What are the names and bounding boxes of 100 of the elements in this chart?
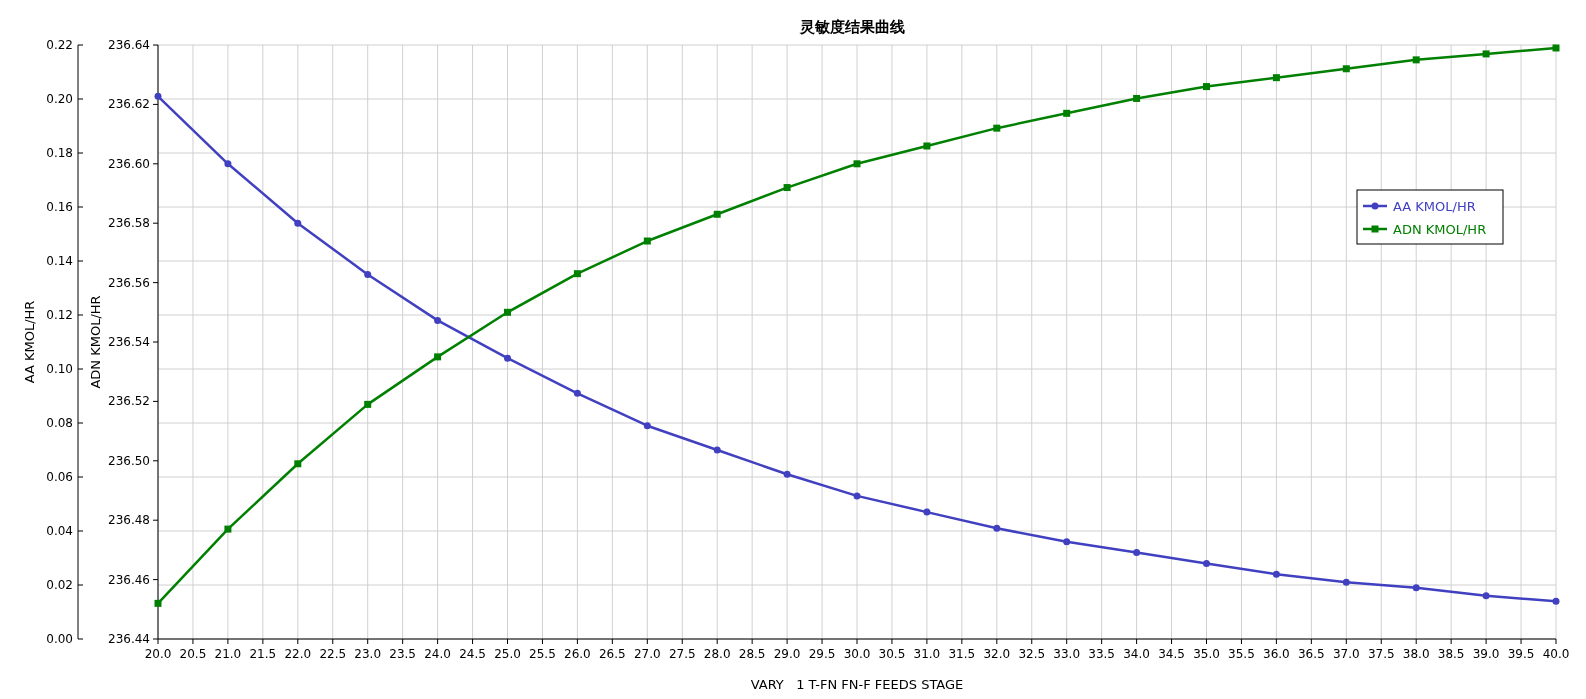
- y-tick-label: 0.16: [46, 200, 73, 214]
- point: [783, 470, 791, 478]
- x-tick-label: 20.5: [179, 647, 207, 661]
- point: [1482, 50, 1490, 58]
- x-tick-label: 21.0: [214, 647, 242, 661]
- point: [573, 270, 581, 278]
- point: [643, 237, 651, 245]
- point: [224, 160, 232, 168]
- point: [1203, 559, 1210, 567]
- point: [504, 354, 511, 362]
- point: [713, 210, 721, 218]
- point: [1133, 94, 1141, 102]
- x-tick-label: 35.5: [1228, 647, 1255, 661]
- x-tick-label: 23.0: [354, 647, 382, 661]
- x-tick-label: 28.0: [703, 647, 731, 661]
- x-tick-label: 31.0: [913, 647, 941, 661]
- x-tick-label: 38.0: [1402, 647, 1430, 661]
- point: [1272, 570, 1280, 578]
- point: [923, 142, 931, 150]
- point: [853, 160, 861, 168]
- point: [1412, 56, 1420, 64]
- point: [224, 525, 232, 533]
- point: [993, 524, 1001, 532]
- x-tick-label: 37.5: [1367, 647, 1395, 661]
- x-tick-label: 34.5: [1158, 647, 1185, 661]
- point: [154, 599, 162, 607]
- x-tick-label: 39.5: [1507, 647, 1535, 661]
- y-tick-label: 0.00: [46, 632, 73, 646]
- x-tick-label: 25.0: [494, 647, 521, 661]
- point: [434, 316, 442, 324]
- x-axis-title: VARY 1 T-FN FN-F FEEDS STAGE: [750, 677, 964, 692]
- x-tick-label: 35.0: [1193, 647, 1220, 661]
- chart-title: 灵敏度结果曲线: [798, 18, 905, 36]
- x-tick-label: 31.5: [948, 647, 976, 661]
- x-tick-label: 24.0: [424, 647, 451, 661]
- point: [294, 460, 302, 468]
- point: [923, 508, 931, 516]
- point: [1342, 578, 1350, 586]
- x-tick-label: 21.5: [249, 647, 277, 661]
- y2-tick-label: 236.48: [108, 513, 150, 528]
- point: [1412, 584, 1420, 592]
- x-tick-label: 27.5: [668, 647, 696, 661]
- x-tick-label: 39.0: [1472, 647, 1500, 661]
- point: [1203, 83, 1210, 91]
- y-tick-label: 0.14: [46, 254, 73, 268]
- x-tick-label: 22.0: [284, 647, 312, 661]
- point: [1482, 592, 1490, 600]
- point: [1133, 549, 1141, 557]
- x-tick-label: 25.5: [529, 647, 556, 661]
- x-tick-label: 33.0: [1053, 647, 1081, 661]
- y2-tick-label: 236.50: [108, 453, 150, 468]
- point: [364, 271, 372, 278]
- point: [993, 124, 1001, 132]
- x-tick-label: 36.5: [1297, 647, 1325, 661]
- y-tick-label: 0.04: [46, 524, 73, 538]
- point: [504, 308, 511, 316]
- y2-tick-label: 236.46: [108, 572, 150, 587]
- legend-label: AA KMOL/HR: [1393, 199, 1476, 214]
- x-tick-label: 30.5: [878, 647, 906, 661]
- legend-label: ADN KMOL/HR: [1393, 222, 1487, 237]
- x-tick-label: 36.0: [1263, 647, 1290, 661]
- x-tick-label: 26.0: [564, 647, 591, 661]
- point: [154, 92, 162, 100]
- y-tick-label: 0.18: [46, 146, 73, 160]
- y2-tick-label: 236.52: [108, 394, 150, 409]
- x-tick-label: 38.5: [1437, 647, 1465, 661]
- point: [1063, 109, 1071, 117]
- y2-tick-label: 236.56: [108, 275, 150, 290]
- point: [643, 422, 651, 430]
- y2-tick-label: 236.44: [108, 632, 150, 646]
- point: [783, 184, 791, 192]
- y-tick-label: 0.02: [46, 578, 73, 592]
- y-tick-label: 0.08: [46, 416, 73, 430]
- x-tick-label: 20.0: [144, 647, 172, 661]
- point: [434, 353, 442, 361]
- y2-tick-label: 236.58: [108, 216, 150, 231]
- x-tick-label: 29.0: [773, 647, 801, 661]
- point: [573, 389, 581, 397]
- y2-tick-label: 236.54: [108, 335, 150, 349]
- y2-tick-label: 236.64: [108, 38, 150, 52]
- point: [1342, 65, 1350, 73]
- x-tick-label: 26.5: [598, 647, 626, 661]
- point: [294, 219, 302, 227]
- x-tick-label: 29.5: [808, 647, 836, 661]
- x-tick-label: 32.0: [983, 647, 1011, 661]
- point: [364, 400, 372, 408]
- point: [1552, 597, 1560, 605]
- x-tick-label: 34.0: [1123, 647, 1150, 661]
- x-tick-label: 28.5: [738, 647, 766, 661]
- y-tick-label: 0.06: [46, 470, 73, 484]
- x-tick-label: 30.0: [843, 647, 871, 661]
- x-tick-label: 33.5: [1088, 647, 1116, 661]
- point: [853, 492, 861, 500]
- x-tick-label: 23.5: [389, 647, 417, 661]
- x-tick-label: 22.5: [319, 647, 347, 661]
- y2-tick-label: 236.60: [108, 156, 150, 171]
- y2-tick-label: 236.62: [108, 97, 150, 112]
- y2-axis-title: ADN KMOL/HR: [88, 295, 103, 389]
- point: [1272, 74, 1280, 82]
- y-tick-label: 0.10: [46, 362, 73, 376]
